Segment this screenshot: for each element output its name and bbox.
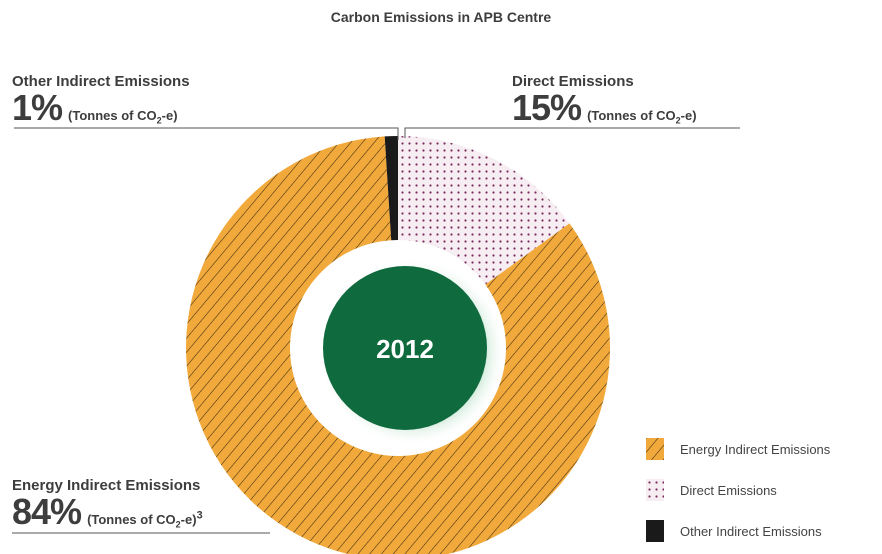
callout-other-indirect: Other Indirect Emissions 1% (Tonnes of CO… [12, 73, 190, 126]
callout-energy-indirect-name: Energy Indirect Emissions [12, 477, 201, 494]
center-label: 2012 [376, 334, 434, 364]
legend-swatch-direct [646, 479, 664, 501]
leader-direct [404, 127, 740, 138]
legend-label-energy-indirect: Energy Indirect Emissions [680, 441, 831, 457]
callout-energy-indirect: Energy Indirect Emissions 84% (Tonnes of … [12, 477, 203, 530]
legend: Energy Indirect Emissions Direct Emissio… [646, 438, 830, 542]
callout-energy-indirect-value: 84% [12, 491, 82, 532]
chart-title: Carbon Emissions in APB Centre [330, 9, 552, 25]
callout-other-indirect-name: Other Indirect Emissions [12, 73, 190, 90]
legend-item-other-indirect: Other Indirect Emissions [646, 520, 830, 542]
callout-energy-indirect-unit: (Tonnes of CO2-e)3 [87, 509, 203, 530]
legend-item-direct: Direct Emissions [646, 479, 830, 501]
slice-other-indirect [384, 136, 398, 241]
callout-direct: Direct Emissions 15% (Tonnes of CO2-e) [512, 73, 697, 126]
callout-other-indirect-unit: (Tonnes of CO2-e) [68, 108, 178, 126]
center-circle [323, 266, 487, 430]
legend-label-other-indirect: Other Indirect Emissions [680, 523, 822, 539]
callout-direct-name: Direct Emissions [512, 73, 634, 90]
slice-direct-emissions [398, 136, 570, 285]
callout-direct-unit: (Tonnes of CO2-e) [587, 108, 697, 126]
callout-direct-value: 15% [512, 87, 582, 128]
legend-item-energy-indirect: Energy Indirect Emissions [646, 438, 830, 460]
callout-other-indirect-value: 1% [12, 87, 63, 128]
legend-label-direct: Direct Emissions [680, 482, 777, 498]
footnote-mark: 3 [196, 509, 203, 522]
slice-energy-indirect [186, 136, 610, 554]
legend-swatch-other-indirect [646, 520, 664, 542]
legend-swatch-energy-indirect [646, 438, 664, 460]
leader-other-indirect [14, 127, 399, 140]
